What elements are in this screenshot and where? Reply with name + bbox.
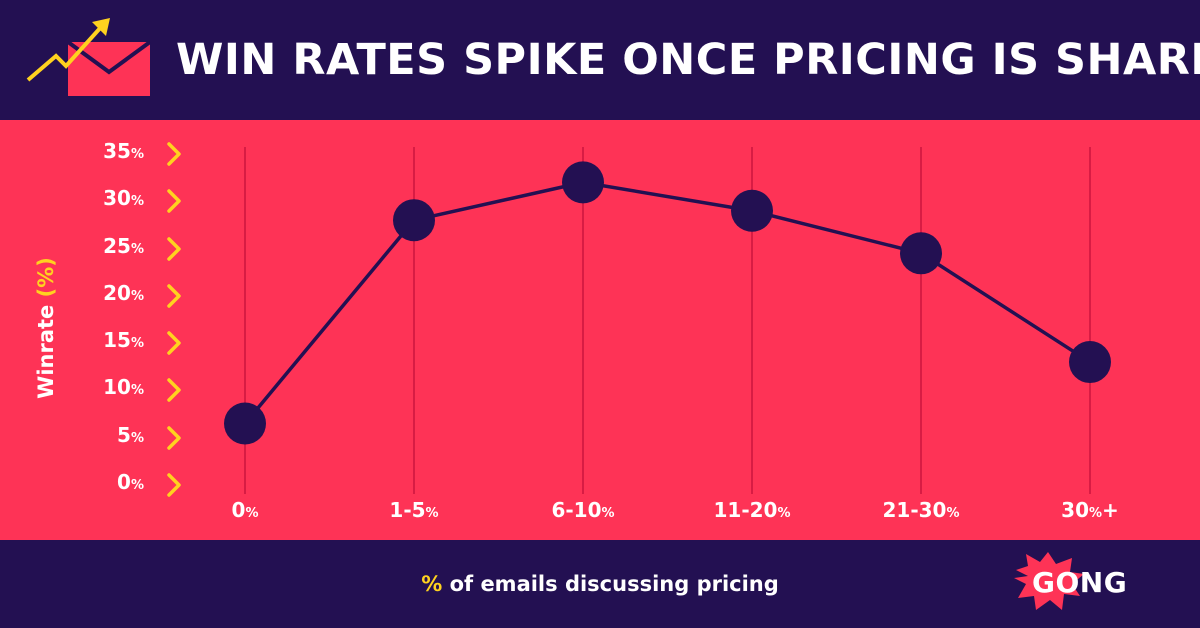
gong-logo-text: GONG	[1032, 566, 1128, 599]
x-tick-label: 6-10%	[551, 498, 615, 522]
x-tick-label: 0%	[231, 498, 259, 522]
data-point-5	[1069, 341, 1111, 384]
chevron-right-icon	[167, 473, 181, 497]
envelope-trend-arrow-icon	[26, 18, 152, 96]
x-axis-label-accent: %	[421, 572, 443, 596]
y-tick-label: 25%	[103, 233, 144, 258]
data-point-2	[562, 161, 604, 204]
gong-logo-burst-icon	[1014, 552, 1084, 610]
data-point-1	[393, 199, 435, 242]
data-point-3	[731, 189, 773, 232]
header: WIN RATES SPIKE ONCE PRICING IS SHARED	[0, 0, 1200, 120]
y-tick-label: 0%	[117, 470, 144, 494]
y-tick-label: 15%	[103, 328, 144, 353]
chevron-right-icon	[167, 284, 181, 308]
x-tick-label: 21-30%	[882, 498, 960, 522]
data-point-4	[900, 232, 942, 275]
data-point-0	[224, 402, 266, 445]
footer	[0, 540, 1200, 628]
y-tick-label: 5%	[117, 422, 144, 447]
x-tick-label: 30%+	[1061, 498, 1119, 522]
y-tick-label: 35%	[103, 139, 144, 163]
x-axis-label: % of emails discussing pricing	[421, 572, 779, 596]
x-tick-label: 1-5%	[389, 498, 439, 522]
x-axis-label-text: of emails discussing pricing	[442, 572, 779, 596]
chevron-right-icon	[167, 142, 181, 166]
x-tick-label: 11-20%	[713, 498, 791, 522]
chevron-right-icon	[167, 378, 181, 403]
y-tick-label: 20%	[103, 280, 144, 305]
y-tick-label: 10%	[103, 375, 144, 400]
chevron-right-icon	[167, 331, 181, 355]
series-line-winrate	[243, 180, 1091, 425]
chevron-right-icon	[167, 236, 181, 261]
chevron-right-icon	[167, 189, 181, 214]
chevron-right-icon	[167, 425, 181, 450]
y-tick-label: 30%	[103, 186, 144, 211]
chart-title: WIN RATES SPIKE ONCE PRICING IS SHARED	[176, 35, 1200, 85]
